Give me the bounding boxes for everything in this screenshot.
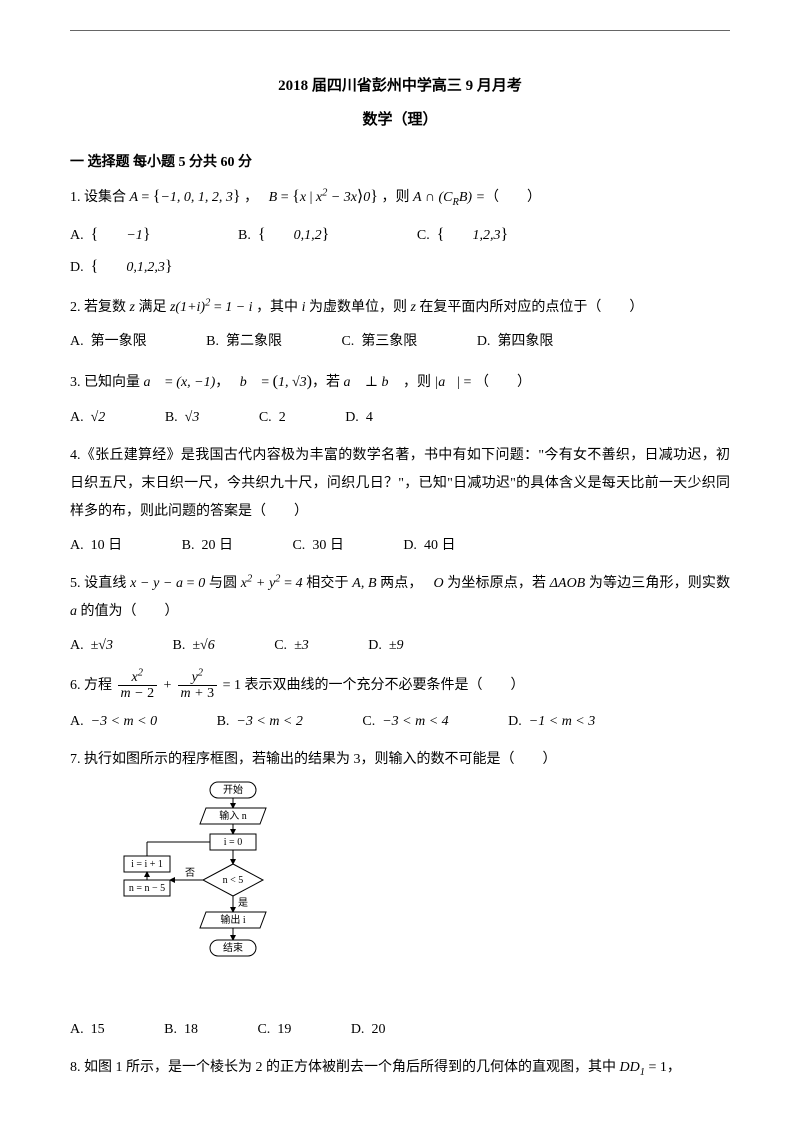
q6-pre: 6. 方程: [70, 678, 116, 693]
question-2: 2. 若复数 z 满足 z(1+i)2 = 1 − i ，其中 i 为虚数单位，…: [70, 294, 730, 322]
q7-optA: A. 15: [70, 1016, 133, 1044]
q1-options: A. {−1} B. {0,1,2} C. {1,2,3} D. {0,1,2,…: [70, 219, 730, 283]
question-5: 5. 设直线 x − y − a = 0 与圆 x2 + y2 = 4 相交于 …: [70, 570, 730, 626]
flow-dec: n = n − 5: [129, 883, 165, 894]
q2-optA: A. 第一象限: [70, 328, 175, 356]
question-7: 7. 执行如图所示的程序框图，若输出的结果为 3，则输入的数不可能是（ ）: [70, 746, 730, 774]
q1-tail: ，则 A ∩ (CRB) =（ ）: [382, 190, 542, 205]
q6-optC: C. −3 < m < 4: [362, 708, 476, 736]
top-rule: [70, 30, 730, 31]
q6-frac2: y2 m + 3: [178, 670, 218, 702]
q4-optB: B. 20 日: [182, 532, 261, 560]
page-subtitle: 数学（理）: [70, 105, 730, 135]
q6-optA: A. −3 < m < 0: [70, 708, 185, 736]
question-8: 8. 如图 1 所示，是一个棱长为 2 的正方体被削去一个角后所得到的几何体的直…: [70, 1054, 730, 1082]
q2-options: A. 第一象限 B. 第二象限 C. 第三象限 D. 第四象限: [70, 328, 730, 356]
q3-optD: D. 4: [345, 404, 401, 432]
q1-optA: A. {−1}: [70, 219, 207, 251]
q6-optB: B. −3 < m < 2: [217, 708, 331, 736]
q7-optB: B. 18: [164, 1016, 226, 1044]
question-4: 4.《张丘建算经》是我国古代内容极为丰富的数学名著，书中有如下问题："今有女不善…: [70, 442, 730, 526]
flowchart-figure: 开始 输入 n i = 0 n < 5 否 i = i + 1 n = n − …: [110, 780, 730, 1010]
flow-input: 输入 n: [219, 809, 247, 822]
flow-inc: i = i + 1: [131, 859, 163, 870]
flow-cond: n < 5: [223, 875, 244, 886]
question-6: 6. 方程 x2 m − 2 + y2 m + 3 = 1 表示双曲线的一个充分…: [70, 670, 730, 702]
q3-options: A. √2 B. √3 C. 2 D. 4: [70, 404, 730, 432]
q1-setA: A = {−1, 0, 1, 2, 3}: [130, 190, 241, 205]
flow-no: 否: [185, 867, 195, 879]
q1-stem-pre: 1. 设集合: [70, 190, 130, 205]
q1-mid: ，: [244, 190, 269, 205]
q4-optA: A. 10 日: [70, 532, 150, 560]
q1-optC: C. {1,2,3}: [417, 219, 564, 251]
question-3: 3. 已知向量 a⃗ = (x, −1)， b⃗ = (1, √3)，若 a⃗ …: [70, 366, 730, 398]
section-heading: 一 选择题 每小题 5 分共 60 分: [70, 149, 730, 177]
flow-end: 结束: [223, 941, 243, 954]
flow-init: i = 0: [224, 837, 242, 848]
q7-options: A. 15 B. 18 C. 19 D. 20: [70, 1016, 730, 1044]
q5-optB: B. ±√6: [173, 632, 243, 660]
q6-options: A. −3 < m < 0 B. −3 < m < 2 C. −3 < m < …: [70, 708, 730, 736]
flow-yes: 是: [238, 897, 248, 909]
flow-out: 输出 i: [220, 913, 245, 926]
q6-post: = 1 表示双曲线的一个充分不必要条件是（ ）: [223, 678, 525, 693]
q6-optD: D. −1 < m < 3: [508, 708, 623, 736]
q6-frac1: x2 m − 2: [118, 670, 158, 702]
flow-start: 开始: [223, 783, 243, 796]
q5-optA: A. ±√3: [70, 632, 141, 660]
question-1: 1. 设集合 A = {−1, 0, 1, 2, 3} ， B = {x | x…: [70, 181, 730, 213]
page-title: 2018 届四川省彭州中学高三 9 月月考: [70, 71, 730, 101]
q1-optD: D. {0,1,2,3}: [70, 251, 229, 283]
q7-optD: D. 20: [351, 1016, 414, 1044]
q5-optD: D. ±9: [368, 632, 431, 660]
q2-optC: C. 第三象限: [341, 328, 445, 356]
q3-optA: A. √2: [70, 404, 133, 432]
q3-optB: B. √3: [165, 404, 228, 432]
q3-optC: C. 2: [259, 404, 314, 432]
q6-plus: +: [163, 678, 176, 693]
q4-options: A. 10 日 B. 20 日 C. 30 日 D. 40 日: [70, 532, 730, 560]
q4-optD: D. 40 日: [403, 532, 483, 560]
q1-optB: B. {0,1,2}: [238, 219, 385, 251]
q1-setB: B = {x | x2 − 3x⟩0}: [269, 190, 378, 205]
q5-options: A. ±√3 B. ±√6 C. ±3 D. ±9: [70, 632, 730, 660]
q5-optC: C. ±3: [274, 632, 337, 660]
q7-optC: C. 19: [257, 1016, 319, 1044]
q2-optB: B. 第二象限: [206, 328, 310, 356]
q2-optD: D. 第四象限: [477, 328, 582, 356]
flowchart-svg: 开始 输入 n i = 0 n < 5 否 i = i + 1 n = n − …: [110, 780, 310, 1010]
q4-optC: C. 30 日: [292, 532, 371, 560]
